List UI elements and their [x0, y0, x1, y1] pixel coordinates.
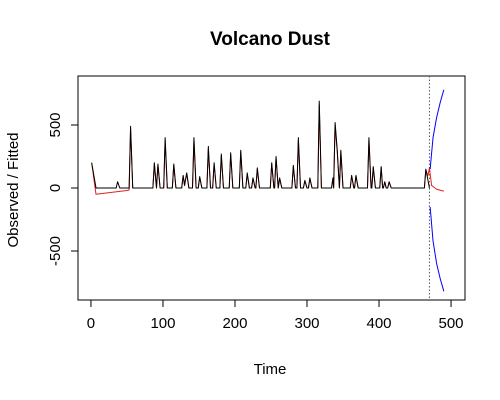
x-tick-label: 200: [222, 315, 247, 332]
x-tick-label: 0: [87, 315, 95, 332]
series-line: [91, 100, 430, 189]
y-tick-label: 0: [47, 184, 64, 192]
series-line: [91, 104, 444, 195]
x-tick-label: 300: [294, 315, 319, 332]
x-tick-label: 100: [150, 315, 175, 332]
series-line: [429, 89, 445, 170]
series-line: [429, 206, 445, 292]
x-axis-label: Time: [254, 361, 287, 378]
y-tick-label: 500: [47, 112, 64, 137]
y-axis-label: Observed / Fitted: [5, 132, 22, 247]
x-tick-label: 400: [367, 315, 392, 332]
y-tick-label: -500: [47, 236, 64, 266]
chart-title: Volcano Dust: [210, 29, 331, 50]
x-tick-label: 500: [439, 315, 464, 332]
